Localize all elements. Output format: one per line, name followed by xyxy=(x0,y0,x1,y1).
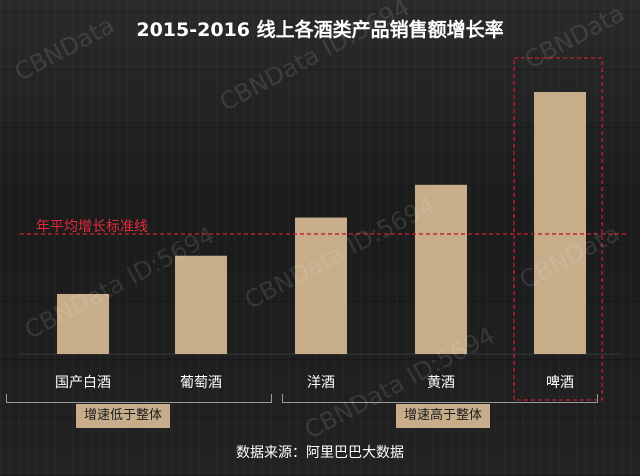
category-label: 国产白酒 xyxy=(55,375,111,391)
bar-2 xyxy=(175,255,227,354)
low-growth-group-label: 增速低于整体 xyxy=(76,404,171,428)
bar-5 xyxy=(534,92,586,354)
category-label: 啤酒 xyxy=(546,375,574,391)
chart-title: 2015-2016 线上各酒类产品销售额增长率 xyxy=(136,19,504,41)
category-label: 洋酒 xyxy=(307,375,335,391)
high-group-bracket xyxy=(282,394,598,403)
average-line-label: 年平均增长标准线 xyxy=(36,219,148,235)
highlight-box-beer xyxy=(513,57,603,401)
category-label: 葡萄酒 xyxy=(180,375,222,391)
bar-4 xyxy=(415,184,467,354)
category-label: 黄酒 xyxy=(427,375,455,391)
high-growth-group-label: 增速高于整体 xyxy=(396,404,491,428)
data-source: 数据来源：阿里巴巴大数据 xyxy=(236,445,404,461)
low-group-bracket xyxy=(6,394,272,403)
bar-3 xyxy=(295,217,347,354)
bar-1 xyxy=(57,293,109,354)
